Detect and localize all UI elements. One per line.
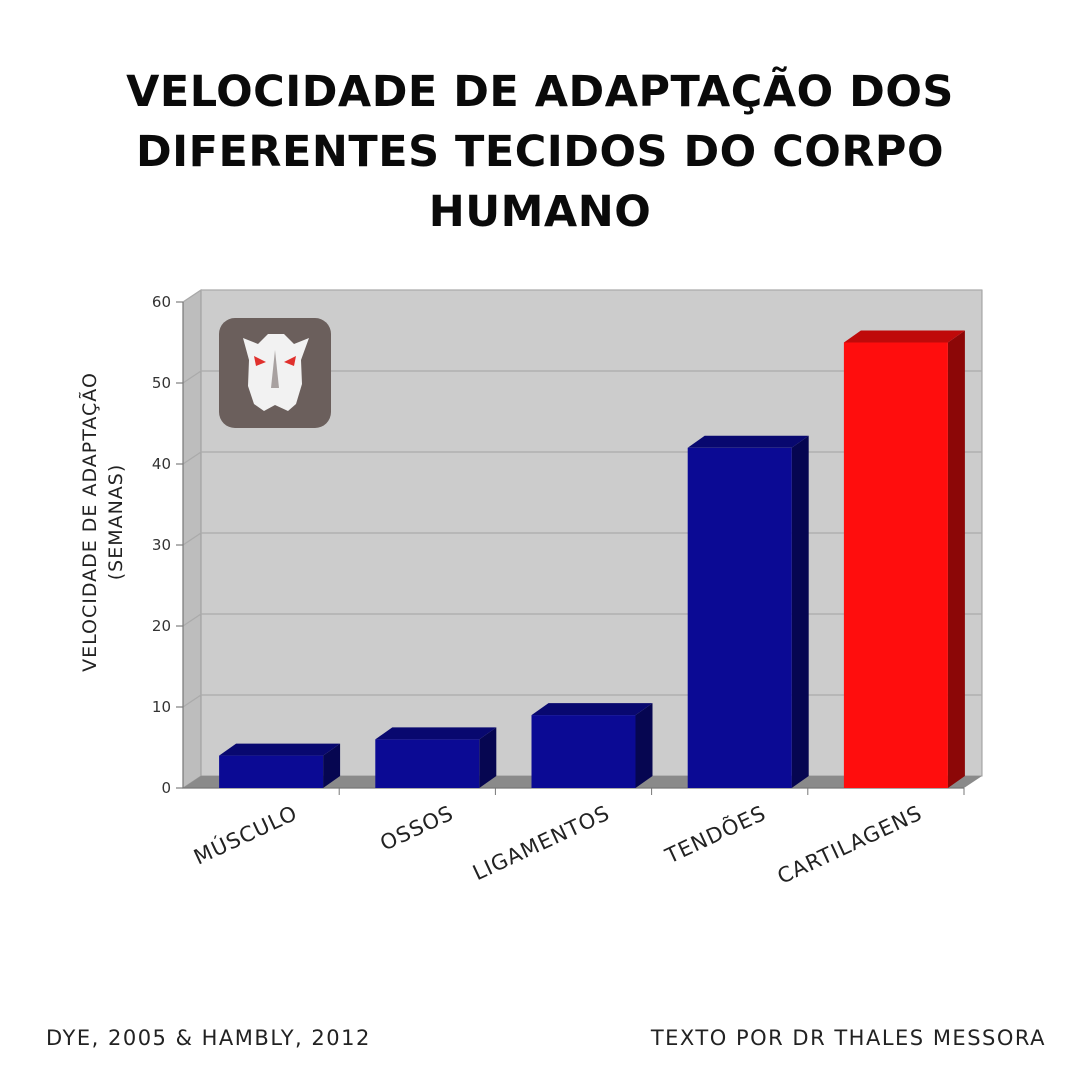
source-citation: DYE, 2005 & HAMBLY, 2012 (46, 1026, 371, 1050)
bar-front (531, 715, 636, 788)
bar-side (947, 330, 965, 788)
bar-ossos (375, 727, 497, 788)
x-tick-label: CARTILAGENS (774, 801, 926, 889)
title-line-2: DIFERENTES TECIDOS DO CORPO (135, 127, 944, 177)
y-tick-label: 20 (152, 617, 171, 635)
bar-side (635, 703, 653, 788)
y-tick-label: 0 (161, 779, 171, 797)
y-tick-label: 50 (152, 374, 171, 392)
y-tick-label: 30 (152, 536, 171, 554)
x-tick-label: OSSOS (377, 801, 458, 856)
x-tick-label: MÚSCULO (190, 800, 301, 870)
gridline (182, 370, 982, 384)
y-tick-label: 60 (152, 293, 171, 311)
bar-top (531, 703, 653, 716)
title-line-1: VELOCIDADE DE ADAPTAÇÃO DOS (126, 67, 954, 117)
bar-ligamentos (531, 703, 653, 788)
y-tick-label: 10 (152, 698, 171, 716)
bar-front (375, 739, 480, 788)
logo-wolf-snout (271, 350, 279, 388)
logo-wolf-eye-left (254, 356, 266, 366)
bar-top (687, 435, 809, 448)
title-line-3: HUMANO (428, 187, 652, 237)
gridline (182, 289, 982, 303)
bar-side (791, 435, 809, 788)
bar-top (843, 330, 965, 343)
x-tick-label: TENDÕES (660, 799, 770, 869)
wolf-logo-icon (219, 318, 331, 428)
bar-front (843, 342, 948, 788)
bar-top (219, 743, 341, 756)
bar-tendões (687, 435, 809, 788)
bar-front (219, 755, 324, 788)
logo-wolf-eye-right (284, 356, 296, 366)
bar-front (687, 447, 792, 788)
author-credit: TEXTO POR DR THALES MESSORA (650, 1026, 1046, 1050)
x-tick-label: LIGAMENTOS (469, 801, 614, 885)
bar-side (323, 743, 341, 788)
bar-top (375, 727, 497, 740)
chart-title: VELOCIDADE DE ADAPTAÇÃO DOS DIFERENTES T… (60, 62, 1020, 242)
bar-cartilagens (843, 330, 965, 788)
bar-side (479, 727, 497, 788)
bar-músculo (219, 743, 341, 788)
y-tick-label: 40 (152, 455, 171, 473)
